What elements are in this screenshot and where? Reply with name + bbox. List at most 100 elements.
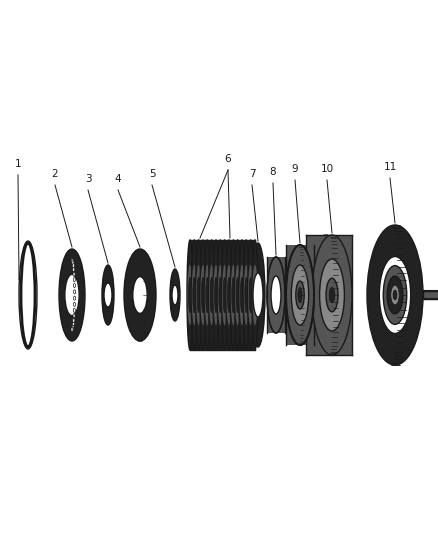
Ellipse shape (249, 277, 252, 312)
Bar (423, 291, 438, 299)
Ellipse shape (205, 265, 210, 325)
Ellipse shape (72, 264, 74, 268)
Text: 10: 10 (321, 164, 334, 174)
Ellipse shape (73, 268, 75, 272)
Ellipse shape (254, 277, 257, 312)
Ellipse shape (187, 265, 193, 325)
Ellipse shape (73, 308, 75, 312)
Ellipse shape (227, 277, 230, 312)
Ellipse shape (204, 240, 210, 350)
Ellipse shape (379, 256, 411, 334)
Ellipse shape (226, 240, 232, 350)
Ellipse shape (170, 269, 180, 321)
Ellipse shape (197, 277, 200, 312)
Ellipse shape (73, 278, 75, 282)
Ellipse shape (74, 296, 76, 300)
Ellipse shape (219, 277, 222, 312)
Ellipse shape (71, 327, 74, 331)
Ellipse shape (236, 277, 239, 312)
Ellipse shape (215, 277, 218, 312)
Ellipse shape (267, 257, 285, 333)
Ellipse shape (74, 290, 76, 294)
Ellipse shape (72, 261, 74, 265)
Ellipse shape (245, 277, 248, 312)
Ellipse shape (200, 240, 206, 350)
Ellipse shape (73, 318, 75, 322)
Ellipse shape (367, 225, 423, 365)
Ellipse shape (223, 277, 226, 312)
Ellipse shape (209, 265, 214, 325)
Ellipse shape (124, 249, 156, 341)
Ellipse shape (312, 235, 352, 355)
Text: 2: 2 (52, 169, 58, 179)
Ellipse shape (191, 240, 198, 350)
Bar (190, 240, 255, 350)
Text: 1: 1 (15, 159, 21, 169)
Ellipse shape (73, 314, 75, 318)
Ellipse shape (243, 240, 249, 350)
Ellipse shape (232, 277, 235, 312)
Text: 9: 9 (292, 164, 298, 174)
Ellipse shape (213, 265, 219, 325)
Text: 5: 5 (148, 169, 155, 179)
Ellipse shape (187, 240, 193, 350)
Ellipse shape (226, 265, 232, 325)
Ellipse shape (71, 259, 74, 263)
Ellipse shape (252, 240, 258, 350)
Text: 7: 7 (249, 169, 255, 179)
Ellipse shape (296, 281, 304, 309)
Ellipse shape (383, 265, 407, 325)
Ellipse shape (73, 272, 75, 276)
Ellipse shape (298, 287, 302, 303)
Ellipse shape (393, 290, 397, 300)
Ellipse shape (230, 240, 237, 350)
Ellipse shape (252, 265, 258, 325)
Text: 11: 11 (383, 162, 397, 172)
Ellipse shape (218, 265, 223, 325)
Ellipse shape (133, 277, 147, 313)
Ellipse shape (306, 235, 346, 355)
Ellipse shape (172, 285, 178, 305)
Ellipse shape (240, 277, 244, 312)
Ellipse shape (329, 287, 335, 303)
Ellipse shape (188, 277, 191, 312)
Ellipse shape (72, 322, 74, 326)
Ellipse shape (247, 240, 254, 350)
Ellipse shape (213, 240, 219, 350)
Ellipse shape (104, 283, 112, 307)
Ellipse shape (208, 240, 215, 350)
Ellipse shape (210, 277, 213, 312)
Ellipse shape (391, 285, 399, 305)
Ellipse shape (222, 265, 227, 325)
Ellipse shape (320, 259, 344, 331)
Ellipse shape (196, 240, 202, 350)
Text: 6: 6 (225, 154, 231, 164)
Ellipse shape (71, 259, 73, 263)
Ellipse shape (192, 265, 197, 325)
Ellipse shape (244, 265, 249, 325)
Ellipse shape (291, 265, 309, 325)
Ellipse shape (102, 265, 114, 325)
Ellipse shape (193, 277, 196, 312)
Ellipse shape (74, 302, 75, 306)
Ellipse shape (206, 277, 209, 312)
Ellipse shape (231, 265, 236, 325)
Ellipse shape (387, 276, 403, 314)
Ellipse shape (326, 278, 338, 312)
Ellipse shape (72, 325, 74, 329)
Text: 3: 3 (85, 174, 91, 184)
Ellipse shape (235, 265, 240, 325)
Ellipse shape (248, 265, 253, 325)
Bar (267, 257, 285, 333)
Ellipse shape (196, 265, 201, 325)
Bar (286, 245, 314, 345)
Ellipse shape (286, 245, 314, 345)
Ellipse shape (217, 240, 223, 350)
Ellipse shape (239, 240, 245, 350)
Ellipse shape (201, 277, 205, 312)
Ellipse shape (71, 327, 73, 332)
Ellipse shape (222, 240, 228, 350)
Ellipse shape (271, 276, 281, 314)
Ellipse shape (59, 249, 85, 341)
Ellipse shape (235, 240, 241, 350)
